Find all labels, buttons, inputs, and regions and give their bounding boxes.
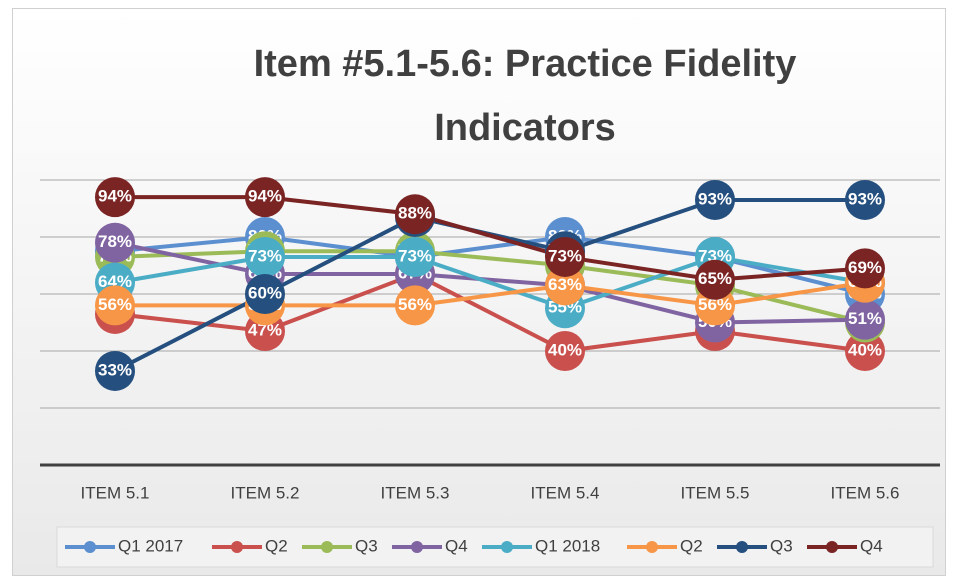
legend-marker [84, 541, 96, 553]
legend-marker [501, 541, 513, 553]
legend-label: Q4 [445, 536, 468, 555]
legend-label: Q3 [355, 536, 378, 555]
data-point [545, 331, 585, 371]
data-point [695, 259, 735, 300]
legend-item: Q1 2018 [482, 536, 600, 555]
legend-label: Q4 [860, 536, 883, 555]
x-tick-label: ITEM 5.3 [381, 483, 450, 502]
data-point [845, 248, 885, 289]
chart-title: Item #5.1-5.6: Practice Fidelity Indicat… [253, 43, 797, 149]
data-label: 51% [848, 309, 882, 328]
data-label: 88% [398, 204, 432, 223]
series-line [114, 249, 866, 325]
data-point [95, 177, 135, 218]
data-point [245, 177, 285, 218]
legend-marker [321, 541, 333, 553]
data-point [95, 285, 135, 326]
data-label: 94% [248, 187, 282, 206]
data-label: 73% [698, 246, 732, 265]
data-point [245, 274, 285, 314]
legend-item: Q3 [717, 536, 793, 555]
legend-marker [231, 541, 243, 553]
legend-label: Q3 [770, 536, 793, 555]
data-point [95, 222, 135, 263]
x-tick-label: ITEM 5.4 [531, 483, 600, 502]
data-label: 60% [248, 283, 282, 302]
x-tick-label: ITEM 5.1 [81, 483, 150, 502]
legend-item: Q2 [627, 536, 703, 555]
data-label: 40% [848, 340, 882, 359]
data-point [395, 236, 435, 277]
data-point [845, 299, 885, 340]
x-tick-label: ITEM 5.2 [231, 483, 300, 502]
data-label: 63% [548, 275, 582, 294]
data-label: 78% [98, 232, 132, 251]
data-point [395, 194, 435, 235]
data-label: 47% [248, 321, 282, 340]
legend-label: Q2 [265, 536, 288, 555]
data-label: 73% [548, 246, 582, 265]
data-point [845, 179, 885, 220]
x-tick-label: ITEM 5.5 [681, 483, 750, 502]
x-tick-label: ITEM 5.6 [831, 483, 900, 502]
series-line [115, 195, 866, 282]
data-label: 33% [98, 360, 132, 379]
data-label: 40% [548, 340, 582, 359]
legend-label: Q1 2018 [535, 536, 600, 555]
data-point [545, 236, 585, 277]
data-label: 93% [848, 189, 882, 208]
data-label: 73% [248, 246, 282, 265]
legend-marker [736, 541, 748, 553]
data-label: 56% [698, 295, 732, 314]
legend-item: Q4 [807, 536, 883, 555]
data-label: 73% [398, 246, 432, 265]
legend-item: Q1 2017 [65, 536, 183, 555]
data-label: 69% [848, 258, 882, 277]
data-label: 64% [98, 272, 132, 291]
series-line [114, 254, 866, 311]
data-label: 56% [98, 295, 132, 314]
data-label: 65% [698, 269, 732, 288]
data-point [845, 331, 885, 371]
legend-item: Q3 [302, 536, 378, 555]
legend-marker [646, 541, 658, 553]
data-point [695, 179, 735, 220]
legend-item: Q2 [212, 536, 288, 555]
data-point [395, 285, 435, 326]
data-point [545, 265, 585, 306]
data-label: 93% [698, 189, 732, 208]
legend-marker [411, 541, 423, 553]
data-label: 94% [98, 187, 132, 206]
legend-label: Q2 [680, 536, 703, 555]
series-line [114, 240, 866, 325]
legend-label: Q1 2017 [118, 536, 183, 555]
data-label: 56% [398, 295, 432, 314]
data-point [245, 236, 285, 277]
data-point [95, 350, 135, 391]
legend-marker [826, 541, 838, 553]
legend-item: Q4 [392, 536, 468, 555]
series-line [114, 197, 865, 373]
series-line [114, 271, 866, 354]
